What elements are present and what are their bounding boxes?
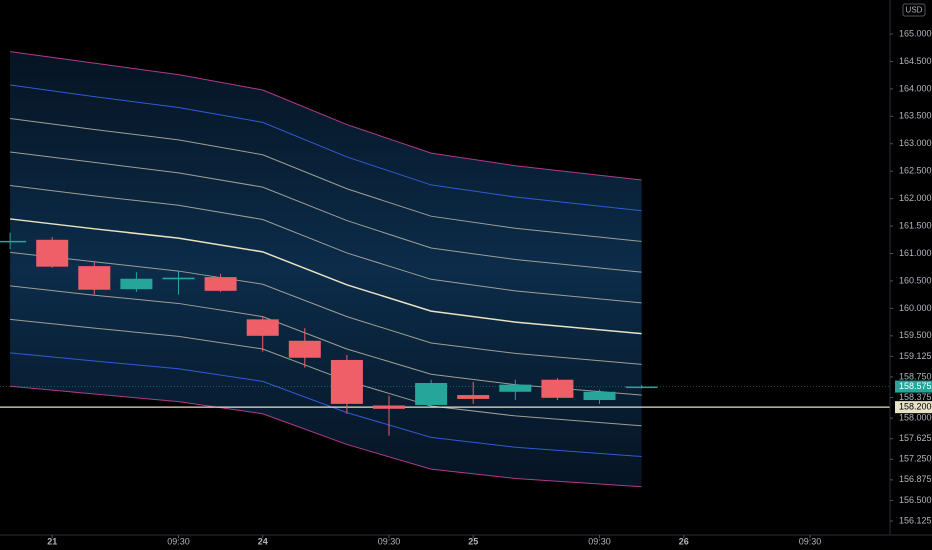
candle-body bbox=[541, 379, 574, 398]
y-tick-label: 157.250 bbox=[899, 454, 932, 464]
y-tick-label: 163.000 bbox=[899, 138, 932, 148]
y-tick-label: 165.000 bbox=[899, 28, 932, 38]
y-tick-label: 164.000 bbox=[899, 83, 932, 93]
band-line bbox=[10, 352, 642, 458]
band-line bbox=[10, 84, 642, 212]
y-tick-label: 159.125 bbox=[899, 351, 932, 361]
y-tick-label: 159.500 bbox=[899, 330, 932, 340]
price-marker-box bbox=[895, 401, 932, 414]
y-tick-label: 162.500 bbox=[899, 166, 932, 176]
candle-layer bbox=[0, 232, 658, 436]
candle-body bbox=[78, 266, 111, 290]
y-tick-label: 161.500 bbox=[899, 220, 932, 230]
y-tick-label: 158.000 bbox=[899, 412, 932, 422]
y-tick-label: 160.500 bbox=[899, 275, 932, 285]
band-line bbox=[10, 184, 642, 304]
price-marker-box bbox=[895, 380, 932, 393]
x-tick-label: 09:30 bbox=[799, 536, 822, 546]
price-marker-label: 158.575 bbox=[899, 381, 932, 391]
y-tick-label: 164.500 bbox=[899, 56, 932, 66]
y-tick-label: 158.375 bbox=[899, 392, 932, 402]
candle-body bbox=[246, 319, 279, 336]
candle-body bbox=[415, 383, 448, 405]
candle-body bbox=[373, 405, 406, 409]
x-tick-label: 25 bbox=[468, 536, 478, 546]
band-fill bbox=[10, 51, 642, 487]
y-tick-label: 157.625 bbox=[899, 433, 932, 443]
candle-body bbox=[499, 384, 532, 392]
y-tick-label: 156.875 bbox=[899, 474, 932, 484]
currency-box bbox=[902, 3, 926, 17]
y-tick-label: 163.500 bbox=[899, 111, 932, 121]
band-line bbox=[10, 251, 642, 365]
y-tick-label: 160.000 bbox=[899, 303, 932, 313]
y-tick-label: 156.500 bbox=[899, 495, 932, 505]
candle-body bbox=[162, 277, 195, 280]
candle-body bbox=[120, 278, 153, 290]
y-tick-label: 162.000 bbox=[899, 193, 932, 203]
x-tick-label: 09:30 bbox=[167, 536, 190, 546]
candle-body bbox=[583, 391, 616, 401]
candle-body bbox=[204, 277, 237, 291]
x-tick-label: 24 bbox=[258, 536, 268, 546]
y-tick-label: 156.125 bbox=[899, 515, 932, 525]
candle-body bbox=[330, 359, 363, 404]
x-tick-label: 09:30 bbox=[378, 536, 401, 546]
price-axis bbox=[890, 0, 932, 550]
band-layer bbox=[10, 51, 642, 487]
candle-body bbox=[36, 239, 69, 267]
x-tick-label: 09:30 bbox=[588, 536, 611, 546]
x-tick-label: 21 bbox=[47, 536, 57, 546]
band-line bbox=[10, 51, 642, 181]
y-tick-label: 158.750 bbox=[899, 371, 932, 381]
band-line bbox=[10, 118, 642, 242]
x-tick-label: 26 bbox=[679, 536, 689, 546]
y-tick-label: 161.000 bbox=[899, 248, 932, 258]
band-line bbox=[10, 151, 642, 273]
candle-body bbox=[457, 395, 490, 399]
price-marker-label: 158.200 bbox=[899, 402, 932, 412]
currency: USD bbox=[906, 6, 923, 15]
band-line bbox=[10, 218, 642, 335]
candle-body bbox=[0, 240, 27, 243]
band-line bbox=[10, 385, 642, 488]
candle-body bbox=[625, 386, 658, 389]
candle-body bbox=[288, 340, 321, 358]
